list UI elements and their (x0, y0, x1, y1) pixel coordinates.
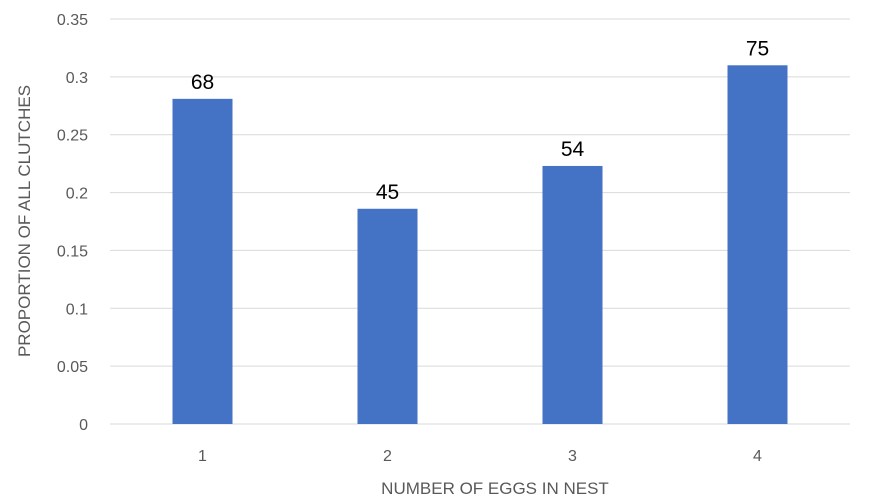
x-tick-label: 2 (383, 448, 392, 465)
y-tick-label: 0.05 (57, 359, 88, 376)
bar-2 (357, 208, 418, 424)
y-tick-label: 0.2 (66, 186, 88, 203)
x-axis-ticks: 1 2 3 4 (198, 448, 762, 465)
y-tick-label: 0.15 (57, 243, 88, 260)
bar-3 (542, 165, 603, 424)
data-labels: 68 45 54 75 (191, 37, 769, 203)
x-axis-title: NUMBER OF EGGS IN NEST (381, 479, 609, 498)
y-tick-label: 0.35 (57, 12, 88, 29)
y-tick-label: 0.25 (57, 128, 88, 145)
x-tick-label: 4 (753, 448, 762, 465)
y-axis-title: PROPORTION OF ALL CLUTCHES (15, 85, 34, 357)
y-tick-label: 0.1 (66, 301, 88, 318)
y-axis-ticks: 0 0.05 0.1 0.15 0.2 0.25 0.3 0.35 (57, 12, 88, 434)
gridlines (110, 18, 850, 425)
bar-4 (727, 65, 788, 425)
x-tick-label: 3 (568, 448, 577, 465)
data-label: 45 (376, 181, 399, 204)
y-tick-label: 0.3 (66, 70, 88, 87)
data-label: 54 (561, 138, 585, 161)
bar-1 (172, 98, 233, 424)
data-label: 75 (746, 37, 769, 60)
x-tick-label: 1 (198, 448, 207, 465)
y-tick-label: 0 (79, 417, 88, 434)
data-label: 68 (191, 71, 214, 94)
bars (172, 65, 788, 425)
